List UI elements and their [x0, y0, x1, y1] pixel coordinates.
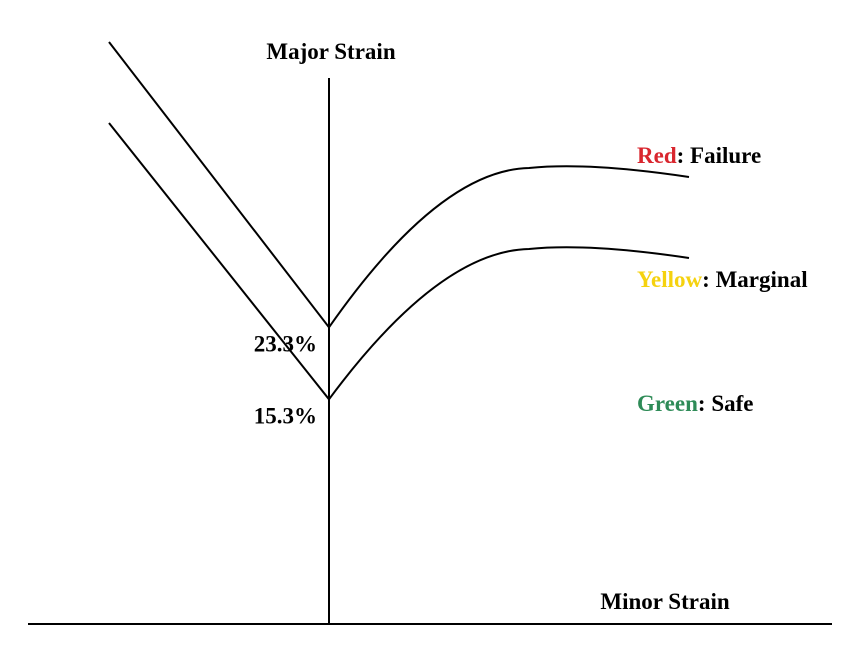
minimum-label-2: 15.3% [254, 403, 317, 428]
minimum-labels-group: 23.3% 15.3% [254, 331, 317, 428]
legend-item-yellow: Yellow: Marginal [637, 267, 808, 292]
legend-key-green: Green [637, 391, 698, 416]
legend-key-red: Red [637, 143, 677, 168]
curves-group [108, 41, 690, 401]
legend-label-yellow: Marginal [710, 267, 808, 292]
legend-item-green: Green: Safe [637, 391, 754, 416]
legend-key-yellow: Yellow [637, 267, 703, 292]
minimum-label-1: 23.3% [254, 331, 317, 356]
x-axis-label: Minor Strain [600, 589, 729, 614]
legend-label-red: Failure [684, 143, 761, 168]
legend-item-red: Red: Failure [637, 143, 761, 168]
legend-separator-green: : [698, 391, 706, 416]
legend-label-green: Safe [706, 391, 754, 416]
fld-curve-1 [108, 41, 690, 329]
fld-curve-2 [108, 122, 690, 401]
legend-separator-yellow: : [702, 267, 710, 292]
legend: Red: Failure Yellow: Marginal Green: Saf… [637, 143, 808, 416]
legend-separator-red: : [677, 143, 685, 168]
watermark: 头条 @金属板材成形网 [647, 636, 843, 658]
y-axis-label: Major Strain [266, 39, 395, 64]
